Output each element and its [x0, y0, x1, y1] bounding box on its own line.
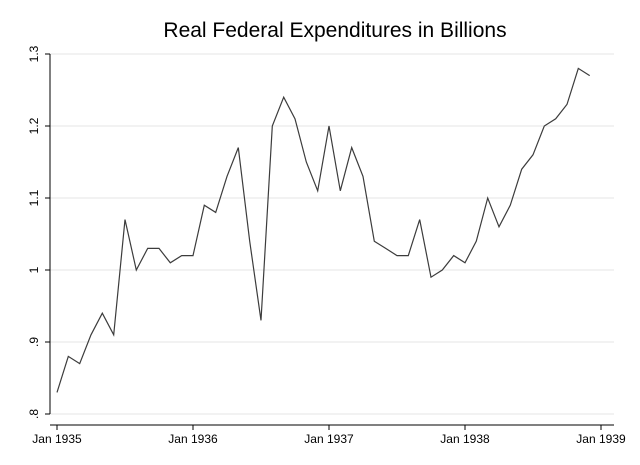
series-group [56, 67, 591, 393]
chart-title: Real Federal Expenditures in Billions [163, 19, 506, 42]
series-line-expenditures [56, 67, 591, 393]
y-tick-label: 1 [27, 266, 41, 273]
x-tick-label: Jan 1936 [168, 432, 218, 446]
y-tick-label: 1.1 [27, 189, 41, 206]
grid-lines [50, 53, 614, 415]
x-tick-label: Jan 1935 [32, 432, 82, 446]
y-tick-label: 1.3 [27, 45, 41, 62]
y-tick-label: .8 [27, 409, 41, 419]
y-axis: .8 .9 1 1.1 1.2 1.3 [27, 45, 51, 419]
y-tick-label: 1.2 [27, 117, 41, 134]
x-axis: Jan 1935 Jan 1936 Jan 1937 Jan 1938 Jan 1939 [32, 424, 626, 446]
x-tick-label: Jan 1937 [304, 432, 354, 446]
x-tick-label: Jan 1939 [576, 432, 626, 446]
y-tick-label: .9 [27, 337, 41, 347]
x-tick-label: Jan 1938 [440, 432, 490, 446]
